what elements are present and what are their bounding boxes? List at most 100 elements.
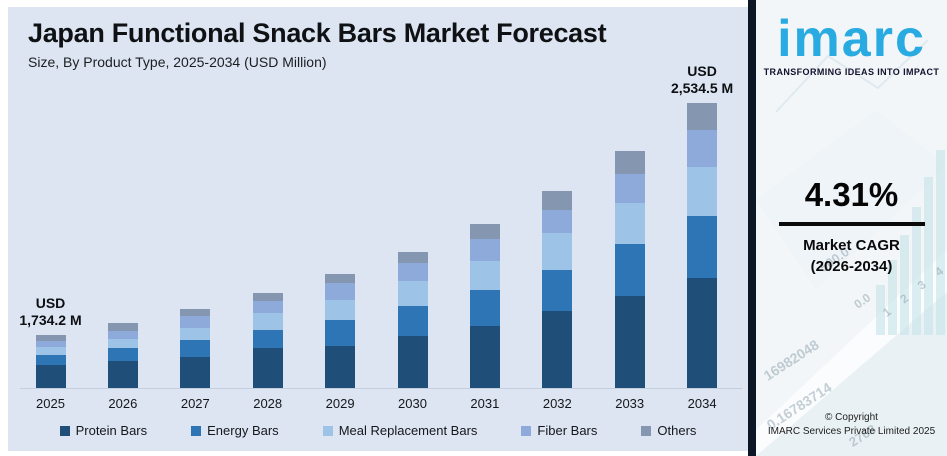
bar-2025-segment-meal-replacement-bars [35, 347, 66, 355]
bar-2025-segment-energy-bars [35, 355, 66, 365]
legend-label: Energy Bars [207, 423, 279, 438]
bar-2029-segment-meal-replacement-bars [325, 300, 356, 320]
bar-2029 [325, 274, 356, 388]
imarc-logo-tagline: TRANSFORMING IDEAS INTO IMPACT [763, 67, 940, 77]
legend-swatch-icon [191, 425, 202, 436]
value-label-2034: USD 2,534.5 M [670, 63, 734, 96]
legend-item-protein-bars: Protein Bars [59, 423, 148, 438]
brand-panel-content: imarc TRANSFORMING IDEAS INTO IMPACT 4.3… [756, 0, 947, 456]
legend-swatch-icon [322, 425, 333, 436]
value-label-2025: USD 1,734.2 M [19, 295, 82, 328]
bar-2027-segment-protein-bars [180, 357, 211, 388]
cagr-period: (2026-2034) [810, 258, 893, 275]
bar-2031 [469, 224, 500, 388]
bar-2026-segment-meal-replacement-bars [107, 339, 138, 348]
bar-2028-segment-meal-replacement-bars [252, 313, 283, 330]
bar-2027-segment-meal-replacement-bars [180, 328, 211, 340]
x-tick-2026: 2026 [108, 396, 138, 411]
bar-2032-segment-others [542, 191, 573, 210]
copyright: © Copyright IMARC Services Private Limit… [756, 411, 947, 439]
bar-2029-segment-fiber-bars [325, 283, 356, 300]
copyright-line1: © Copyright [825, 412, 878, 423]
chart-panel: Japan Functional Snack Bars Market Forec… [8, 7, 748, 451]
bar-2027-segment-fiber-bars [180, 316, 211, 328]
x-tick-2030: 2030 [398, 396, 427, 411]
x-tick-2029: 2029 [325, 396, 355, 411]
bar-2029-segment-protein-bars [325, 346, 356, 388]
bar-2031-segment-energy-bars [469, 290, 500, 326]
legend-swatch-icon [521, 425, 532, 436]
x-axis-line [20, 388, 742, 389]
legend-label: Others [657, 423, 697, 438]
cagr-block: 4.31% Market CAGR (2026-2034) [756, 176, 947, 277]
bar-2027 [180, 309, 211, 388]
legend-item-others: Others [641, 423, 696, 438]
x-tick-2025: 2025 [36, 396, 65, 411]
legend-label: Fiber Bars [537, 423, 598, 438]
bar-2026-segment-energy-bars [107, 348, 138, 361]
bar-2025 [35, 335, 66, 388]
chart-subtitle: Size, By Product Type, 2025-2034 (USD Mi… [28, 54, 327, 70]
bar-2030-segment-others [397, 252, 428, 263]
legend-label: Protein Bars [75, 423, 148, 438]
legend-label: Meal Replacement Bars [338, 423, 478, 438]
bar-2030-segment-protein-bars [397, 336, 428, 388]
imarc-logo-text: imarc [777, 10, 926, 68]
chart-title: Japan Functional Snack Bars Market Forec… [28, 18, 607, 48]
chart-legend: Protein Bars Energy Bars Meal Replacement … [8, 423, 748, 438]
legend-swatch-icon [59, 425, 70, 436]
bar-2025-segment-others [35, 335, 66, 341]
cagr-value: 4.31% [804, 176, 899, 213]
bar-2028-segment-protein-bars [252, 348, 283, 388]
bar-2026 [107, 323, 138, 388]
imarc-logo: imarc TRANSFORMING IDEAS INTO IMPACT [756, 10, 947, 77]
legend-item-meal-replacement-bars: Meal Replacement Bars [322, 423, 478, 438]
panel-divider-vertical [748, 0, 756, 456]
background-decoration [756, 39, 947, 456]
bar-2032-segment-fiber-bars [542, 210, 573, 233]
bar-2029-segment-others [325, 274, 356, 283]
bar-2031-segment-meal-replacement-bars [469, 261, 500, 290]
bar-2033-segment-meal-replacement-bars [614, 203, 645, 244]
copyright-line2: IMARC Services Private Limited 2025 [767, 426, 936, 437]
bar-2031-segment-fiber-bars [469, 239, 500, 261]
bar-2028-segment-others [252, 293, 283, 301]
bar-2034-segment-others [687, 103, 718, 130]
x-tick-2033: 2033 [615, 396, 645, 411]
bar-2032-segment-protein-bars [542, 311, 573, 388]
bar-2028 [252, 293, 283, 388]
bar-2034-segment-meal-replacement-bars [687, 167, 718, 216]
bar-2031-segment-protein-bars [469, 326, 500, 388]
bar-2034-segment-energy-bars [687, 216, 718, 278]
bar-2033-segment-energy-bars [614, 244, 645, 296]
bar-2033-segment-others [614, 151, 645, 174]
bar-2032 [542, 191, 573, 388]
x-tick-2027: 2027 [180, 396, 210, 411]
x-tick-2032: 2032 [542, 396, 572, 411]
cagr-underline [778, 222, 925, 226]
bar-2026-segment-fiber-bars [107, 331, 138, 339]
bar-2028-segment-energy-bars [252, 330, 283, 348]
bar-2033-segment-fiber-bars [614, 174, 645, 203]
bar-2026-segment-others [107, 323, 138, 331]
bar-2031-segment-others [469, 224, 500, 239]
x-tick-2034: 2034 [687, 396, 717, 411]
bar-2025-segment-protein-bars [35, 365, 66, 388]
bar-2033-segment-protein-bars [614, 296, 645, 388]
bar-2030-segment-meal-replacement-bars [397, 281, 428, 306]
bar-2034 [687, 103, 718, 388]
legend-item-fiber-bars: Fiber Bars [521, 423, 597, 438]
cagr-label: Market CAGR [803, 237, 900, 254]
bar-2030-segment-fiber-bars [397, 263, 428, 281]
bar-2029-segment-energy-bars [325, 320, 356, 346]
bar-2027-segment-energy-bars [180, 340, 211, 357]
x-tick-2028: 2028 [253, 396, 283, 411]
bar-2032-segment-energy-bars [542, 270, 573, 311]
bar-2028-segment-fiber-bars [252, 301, 283, 313]
bar-2034-segment-fiber-bars [687, 130, 718, 167]
bar-2034-segment-protein-bars [687, 278, 718, 388]
bar-2030-segment-energy-bars [397, 306, 428, 336]
bar-2026-segment-protein-bars [107, 361, 138, 388]
plot-area: 2025 2026 2027 2028 2029 2030 2031 2032 2033 2034… [8, 7, 748, 451]
